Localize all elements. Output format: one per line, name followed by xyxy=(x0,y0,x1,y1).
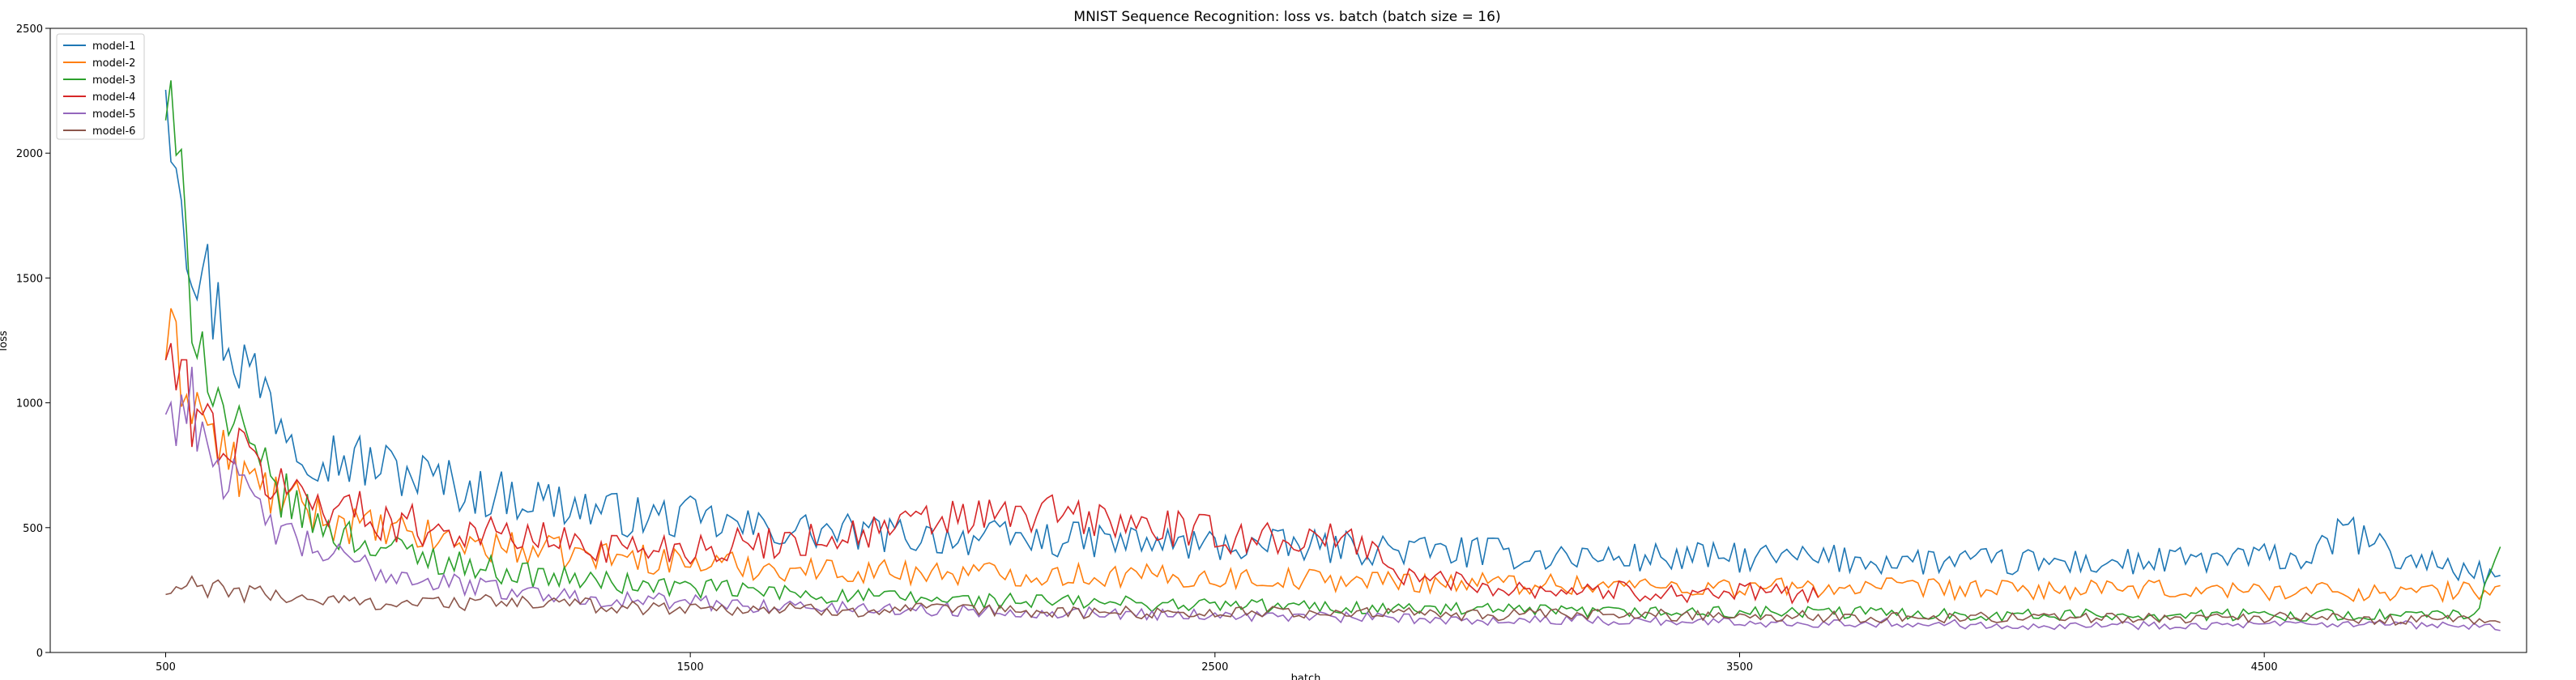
x-tick-label: 1500 xyxy=(677,661,704,674)
series-line-model-6 xyxy=(165,575,2501,627)
x-tick-label: 2500 xyxy=(1201,661,1228,674)
x-tick-label: 500 xyxy=(156,661,176,674)
series-line-model-2 xyxy=(164,308,2501,603)
legend-label: model-4 xyxy=(92,91,135,104)
legend-label: model-1 xyxy=(92,40,135,53)
series-group xyxy=(164,80,2501,631)
chart-title: MNIST Sequence Recognition: loss vs. bat… xyxy=(1073,9,1500,25)
x-axis-title: batch xyxy=(1291,673,1321,680)
y-tick-label: 2500 xyxy=(16,23,43,36)
y-tick-label: 1000 xyxy=(16,398,43,410)
plot-frame xyxy=(49,28,2527,653)
legend: model-1 model-2 model-3 model-4 model-5 model… xyxy=(56,33,145,140)
series-line-model-1 xyxy=(164,89,2501,588)
y-tick-label: 500 xyxy=(23,523,43,535)
legend-label: model-2 xyxy=(92,57,135,70)
y-axis: 0 500 1000 1500 2000 2500 xyxy=(16,23,50,660)
series-line-model-3 xyxy=(164,80,2501,623)
x-axis: 500 1500 2500 3500 4500 xyxy=(156,652,2278,674)
x-tick-label: 4500 xyxy=(2251,661,2278,674)
legend-label: model-5 xyxy=(92,108,135,121)
y-tick-label: 0 xyxy=(36,648,43,660)
series-line-model-4 xyxy=(164,342,1819,605)
x-tick-label: 3500 xyxy=(1726,661,1753,674)
legend-label: model-3 xyxy=(92,74,135,87)
y-tick-label: 1500 xyxy=(16,273,43,285)
series-line-model-5 xyxy=(164,367,2501,631)
y-axis-title: loss xyxy=(0,330,10,351)
y-tick-label: 2000 xyxy=(16,148,43,160)
plot-area-border xyxy=(49,28,2527,653)
legend-label: model-6 xyxy=(92,125,135,138)
